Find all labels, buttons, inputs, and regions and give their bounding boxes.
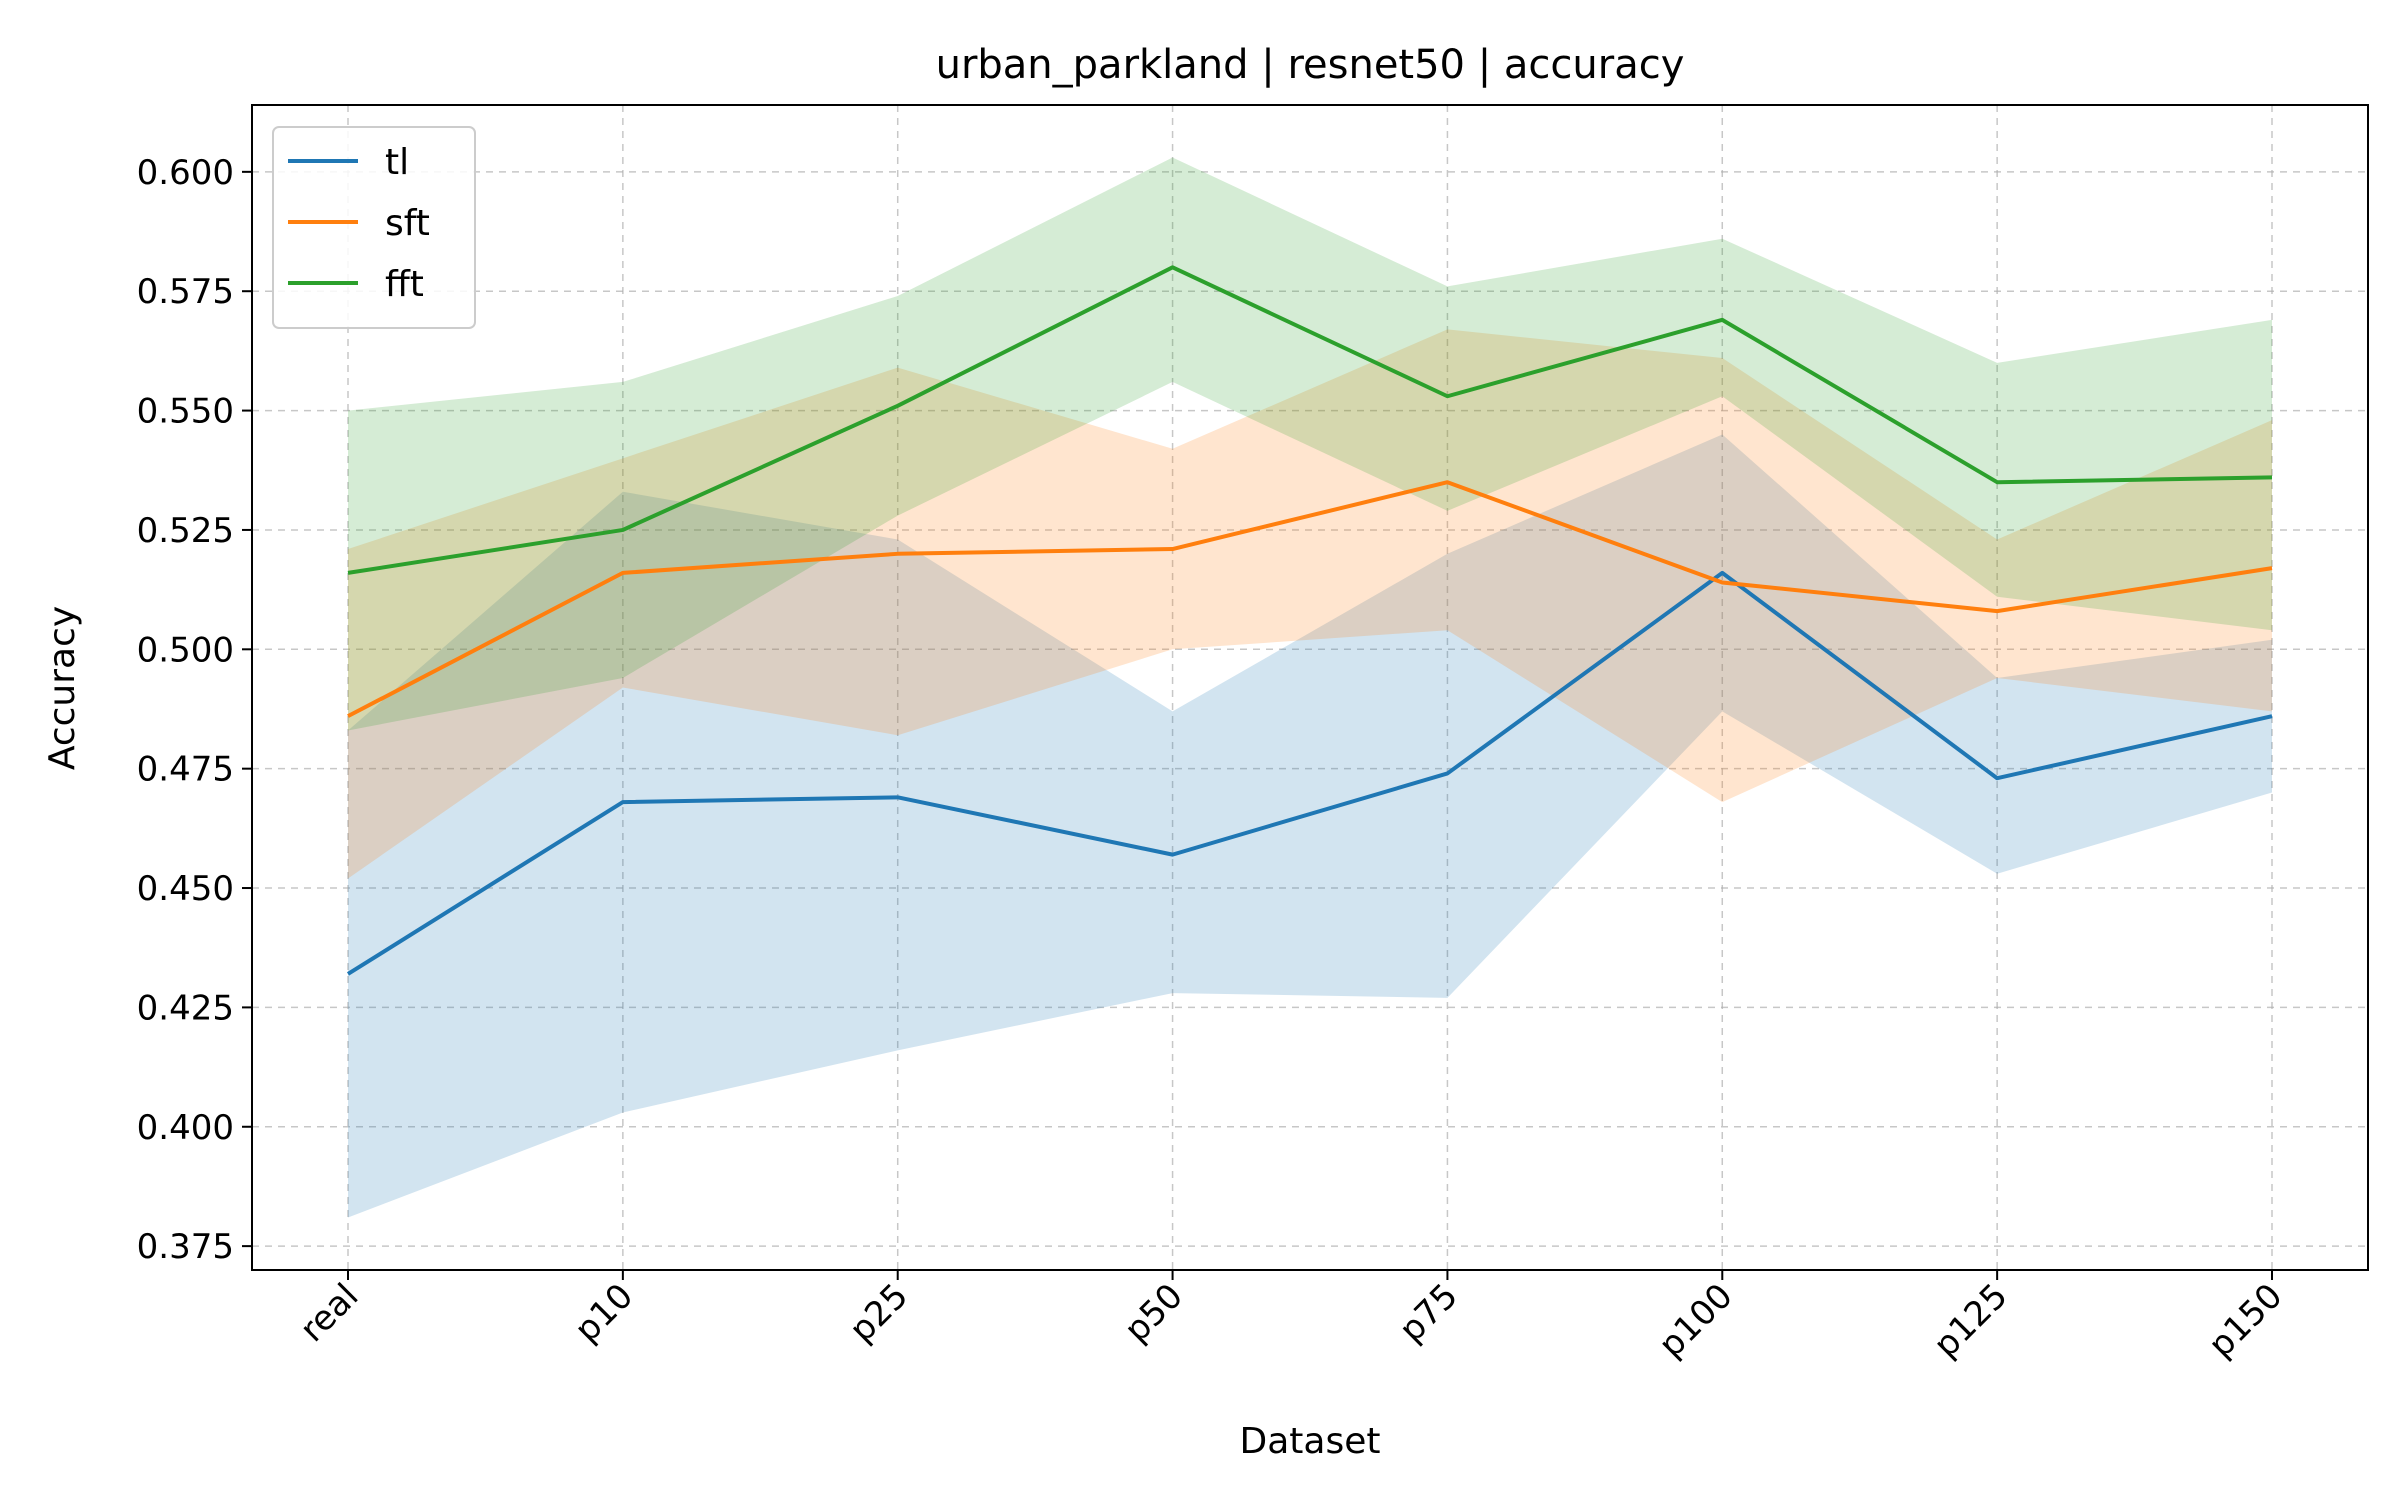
chart-title: urban_parkland | resnet50 | accuracy bbox=[936, 42, 1685, 88]
band-sft bbox=[348, 329, 2272, 879]
legend-label-fft: fft bbox=[385, 264, 424, 305]
series-line-tl bbox=[346, 570, 2273, 976]
series-lines bbox=[346, 265, 2273, 976]
x-axis-label: Dataset bbox=[1240, 1421, 1381, 1462]
y-axis-label: Accuracy bbox=[42, 606, 83, 770]
y-tick-label: 0.550 bbox=[137, 392, 234, 432]
legend-frame bbox=[272, 126, 476, 329]
series-line-sft bbox=[347, 480, 2273, 718]
grid-lines bbox=[252, 105, 2368, 1270]
y-tick-label: 0.600 bbox=[137, 153, 234, 193]
band-tl bbox=[348, 434, 2272, 1218]
y-tick-label: 0.425 bbox=[137, 988, 234, 1028]
y-tick-label: 0.575 bbox=[137, 272, 234, 312]
band-fft bbox=[348, 157, 2272, 731]
legend-label-tl: tl bbox=[385, 142, 409, 183]
y-tick-label: 0.525 bbox=[137, 511, 234, 551]
y-axis-ticks: 0.375 0.400 0.425 0.450 0.475 0.500 0.525 0.550… bbox=[137, 153, 252, 1267]
confidence-bands bbox=[348, 157, 2272, 1218]
y-tick-label: 0.500 bbox=[137, 630, 234, 670]
y-tick-label: 0.375 bbox=[137, 1227, 234, 1267]
y-tick-label: 0.400 bbox=[137, 1108, 234, 1148]
legend: tl sft fft bbox=[272, 126, 476, 329]
y-tick-label: 0.475 bbox=[137, 750, 234, 790]
series-line-fft bbox=[347, 265, 2273, 575]
y-tick-label: 0.450 bbox=[137, 869, 234, 909]
legend-label-sft: sft bbox=[385, 203, 430, 244]
plot-frame bbox=[251, 104, 2369, 1271]
